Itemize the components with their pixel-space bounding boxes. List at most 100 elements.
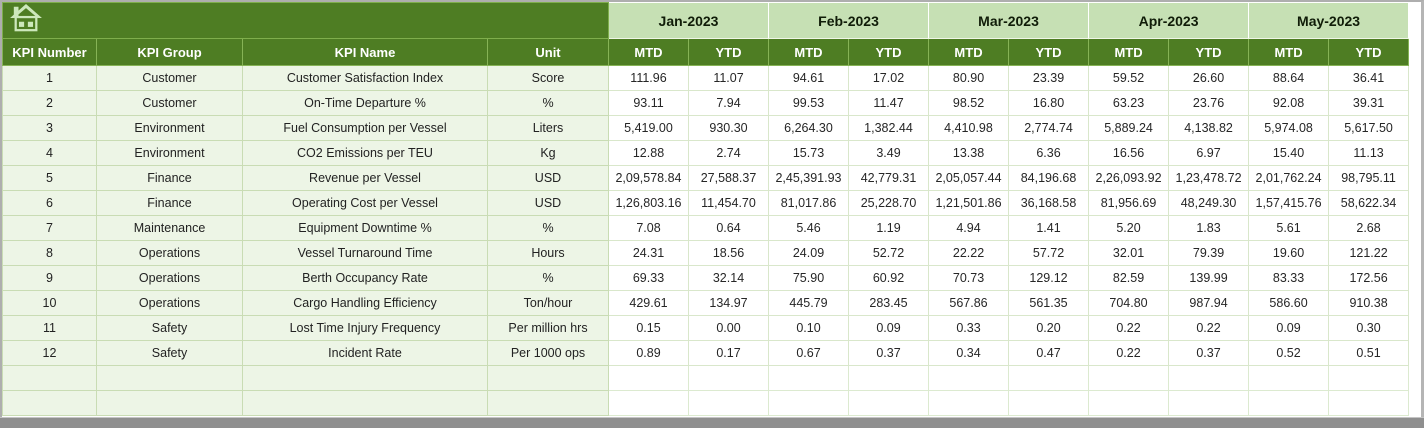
value-cell[interactable]: 283.45 xyxy=(847,290,930,316)
column-header-mar-2023-mtd[interactable]: MTD xyxy=(928,38,1010,66)
value-cell[interactable]: 6.97 xyxy=(1168,140,1250,166)
value-cell[interactable]: 0.00 xyxy=(688,315,769,341)
value-cell[interactable]: 11.13 xyxy=(1328,140,1410,166)
empty-cell[interactable] xyxy=(688,390,769,416)
value-cell[interactable]: 58,622.34 xyxy=(1328,190,1410,216)
value-cell[interactable]: 567.86 xyxy=(928,290,1010,316)
value-cell[interactable]: 1,21,501.86 xyxy=(928,190,1010,216)
value-cell[interactable]: 2.74 xyxy=(688,140,769,166)
value-cell[interactable]: 0.09 xyxy=(847,315,930,341)
value-cell[interactable]: 0.37 xyxy=(1168,340,1250,366)
value-cell[interactable]: 52.72 xyxy=(847,240,930,266)
value-cell[interactable]: 3.49 xyxy=(847,140,930,166)
value-cell[interactable]: 1.19 xyxy=(847,215,930,241)
value-cell[interactable]: 24.09 xyxy=(768,240,849,266)
value-cell[interactable]: 23.76 xyxy=(1168,90,1250,116)
value-cell[interactable]: 98,795.11 xyxy=(1328,165,1410,191)
kpi-number-cell[interactable]: 12 xyxy=(2,340,97,366)
value-cell[interactable]: 1.83 xyxy=(1168,215,1250,241)
kpi-name-cell[interactable]: Incident Rate xyxy=(242,340,488,366)
kpi-group-cell[interactable]: Safety xyxy=(96,315,243,341)
value-cell[interactable]: 5,617.50 xyxy=(1328,115,1410,141)
value-cell[interactable]: 0.67 xyxy=(768,340,849,366)
value-cell[interactable]: 586.60 xyxy=(1248,290,1330,316)
value-cell[interactable]: 0.09 xyxy=(1248,315,1330,341)
empty-cell[interactable] xyxy=(1248,390,1330,416)
value-cell[interactable]: 111.96 xyxy=(608,65,689,91)
value-cell[interactable]: 15.73 xyxy=(768,140,849,166)
value-cell[interactable]: 59.52 xyxy=(1088,65,1170,91)
value-cell[interactable]: 98.52 xyxy=(928,90,1010,116)
kpi-number-cell[interactable]: 1 xyxy=(2,65,97,91)
value-cell[interactable]: 36.41 xyxy=(1328,65,1410,91)
column-header-unit[interactable]: Unit xyxy=(487,38,609,66)
kpi-group-cell[interactable]: Environment xyxy=(96,115,243,141)
unit-cell[interactable]: Ton/hour xyxy=(487,290,609,316)
value-cell[interactable]: 99.53 xyxy=(768,90,849,116)
empty-cell[interactable] xyxy=(928,365,1010,391)
kpi-name-cell[interactable]: CO2 Emissions per TEU xyxy=(242,140,488,166)
value-cell[interactable]: 25,228.70 xyxy=(847,190,930,216)
value-cell[interactable]: 13.38 xyxy=(928,140,1010,166)
value-cell[interactable]: 0.34 xyxy=(928,340,1010,366)
value-cell[interactable]: 2,05,057.44 xyxy=(928,165,1010,191)
kpi-group-cell[interactable]: Finance xyxy=(96,165,243,191)
value-cell[interactable]: 129.12 xyxy=(1008,265,1090,291)
unit-cell[interactable]: USD xyxy=(487,165,609,191)
value-cell[interactable]: 0.10 xyxy=(768,315,849,341)
kpi-group-cell[interactable]: Operations xyxy=(96,265,243,291)
column-header-may-2023-ytd[interactable]: YTD xyxy=(1328,38,1410,66)
value-cell[interactable]: 4,138.82 xyxy=(1168,115,1250,141)
empty-cell[interactable] xyxy=(847,365,930,391)
value-cell[interactable]: 6.36 xyxy=(1008,140,1090,166)
value-cell[interactable]: 910.38 xyxy=(1328,290,1410,316)
empty-cell[interactable] xyxy=(1008,365,1090,391)
empty-cell[interactable] xyxy=(487,390,609,416)
value-cell[interactable]: 19.60 xyxy=(1248,240,1330,266)
month-header-feb-2023[interactable]: Feb-2023 xyxy=(767,2,930,39)
value-cell[interactable]: 48,249.30 xyxy=(1168,190,1250,216)
kpi-number-cell[interactable]: 6 xyxy=(2,190,97,216)
kpi-group-cell[interactable]: Safety xyxy=(96,340,243,366)
empty-cell[interactable] xyxy=(847,390,930,416)
value-cell[interactable]: 11,454.70 xyxy=(688,190,769,216)
empty-cell[interactable] xyxy=(768,365,849,391)
value-cell[interactable]: 5.61 xyxy=(1248,215,1330,241)
kpi-name-cell[interactable]: On-Time Departure % xyxy=(242,90,488,116)
value-cell[interactable]: 2,01,762.24 xyxy=(1248,165,1330,191)
unit-cell[interactable]: Score xyxy=(487,65,609,91)
empty-cell[interactable] xyxy=(1088,390,1170,416)
kpi-number-cell[interactable]: 5 xyxy=(2,165,97,191)
unit-cell[interactable]: Per 1000 ops xyxy=(487,340,609,366)
unit-cell[interactable]: Kg xyxy=(487,140,609,166)
value-cell[interactable]: 11.47 xyxy=(847,90,930,116)
value-cell[interactable]: 81,017.86 xyxy=(768,190,849,216)
value-cell[interactable]: 88.64 xyxy=(1248,65,1330,91)
kpi-name-cell[interactable]: Cargo Handling Efficiency xyxy=(242,290,488,316)
value-cell[interactable]: 63.23 xyxy=(1088,90,1170,116)
value-cell[interactable]: 1,23,478.72 xyxy=(1168,165,1250,191)
value-cell[interactable]: 16.80 xyxy=(1008,90,1090,116)
empty-cell[interactable] xyxy=(608,390,689,416)
unit-cell[interactable]: USD xyxy=(487,190,609,216)
kpi-group-cell[interactable]: Operations xyxy=(96,240,243,266)
column-header-jan-2023-mtd[interactable]: MTD xyxy=(608,38,689,66)
value-cell[interactable]: 5,419.00 xyxy=(608,115,689,141)
empty-cell[interactable] xyxy=(1088,365,1170,391)
kpi-group-cell[interactable]: Operations xyxy=(96,290,243,316)
value-cell[interactable]: 2,09,578.84 xyxy=(608,165,689,191)
value-cell[interactable]: 5,889.24 xyxy=(1088,115,1170,141)
value-cell[interactable]: 32.01 xyxy=(1088,240,1170,266)
empty-cell[interactable] xyxy=(1008,390,1090,416)
value-cell[interactable]: 0.22 xyxy=(1168,315,1250,341)
empty-cell[interactable] xyxy=(608,365,689,391)
empty-cell[interactable] xyxy=(487,365,609,391)
value-cell[interactable]: 36,168.58 xyxy=(1008,190,1090,216)
month-header-apr-2023[interactable]: Apr-2023 xyxy=(1088,2,1250,39)
empty-cell[interactable] xyxy=(2,390,97,416)
month-header-mar-2023[interactable]: Mar-2023 xyxy=(928,2,1090,39)
value-cell[interactable]: 2,26,093.92 xyxy=(1088,165,1170,191)
value-cell[interactable]: 94.61 xyxy=(768,65,849,91)
empty-cell[interactable] xyxy=(242,390,488,416)
value-cell[interactable]: 92.08 xyxy=(1248,90,1330,116)
